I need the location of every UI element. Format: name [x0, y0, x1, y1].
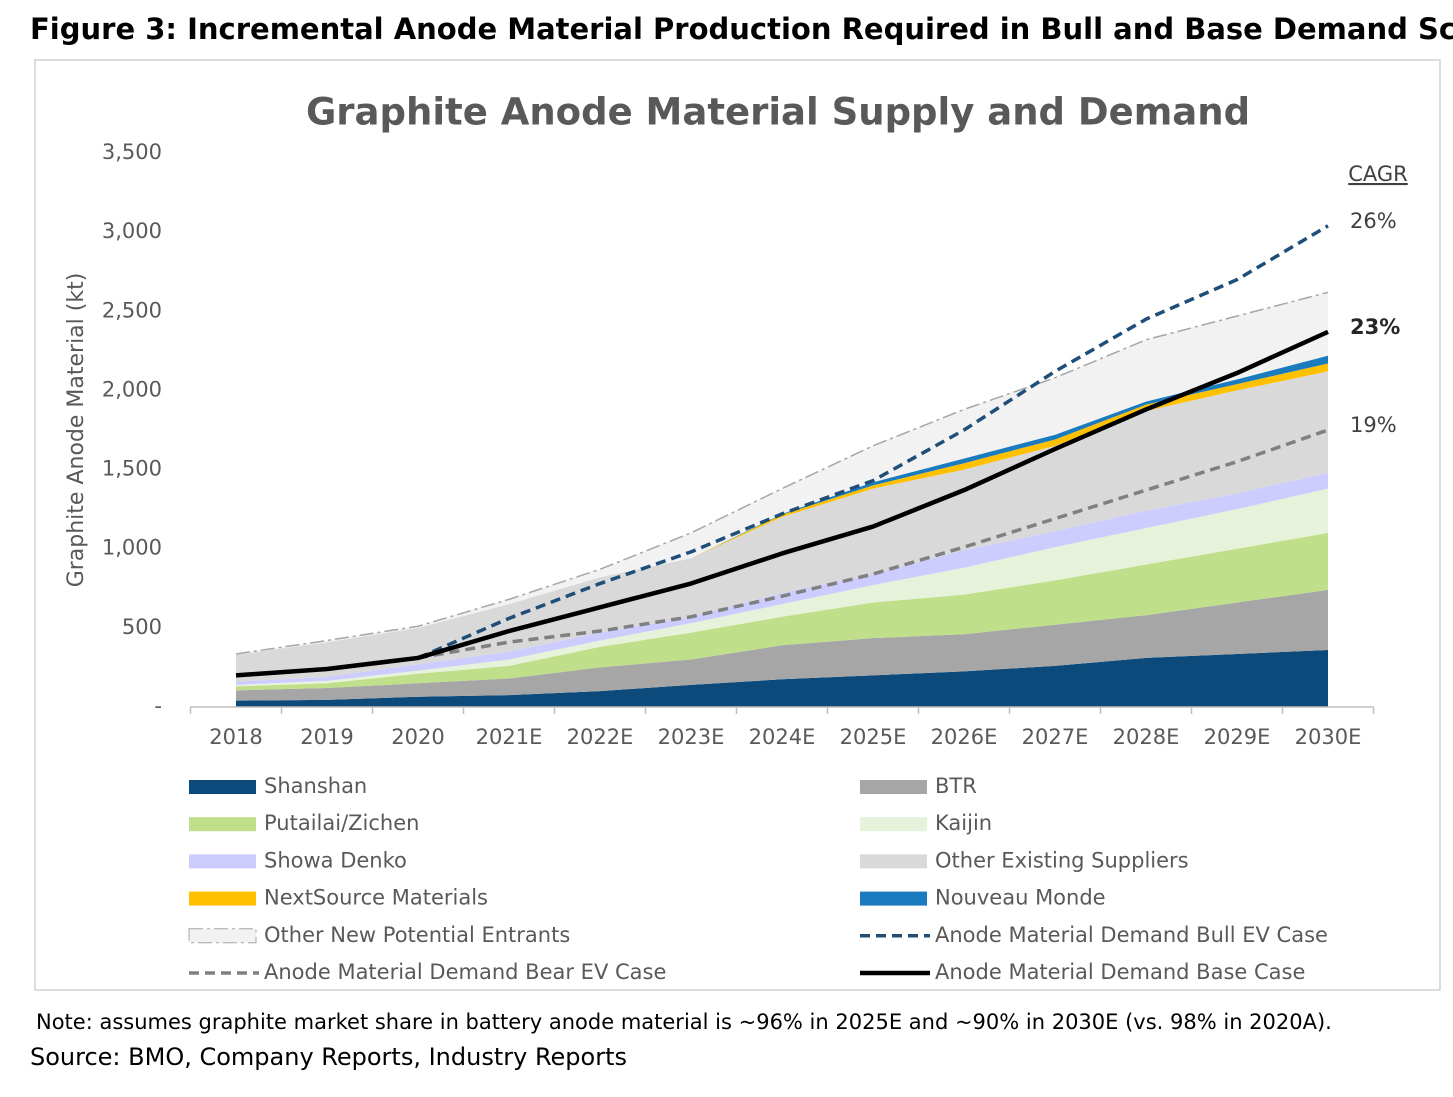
x-tick-label: 2030E [1295, 725, 1362, 749]
area-edge [235, 291, 1329, 655]
x-tick-label: 2026E [931, 725, 998, 749]
x-tick-label: 2024E [749, 725, 816, 749]
figure-title: Figure 3: Incremental Anode Material Pro… [30, 12, 1453, 46]
legend-swatch [188, 928, 257, 944]
note: Note: assumes graphite market share in b… [36, 1010, 1332, 1034]
demand-line [417, 224, 1329, 660]
legend-label: BTR [935, 774, 977, 798]
x-tick-label: 2022E [567, 725, 634, 749]
legend-swatch [189, 891, 256, 906]
y-tick-label: 2,000 [102, 377, 162, 401]
legend-swatch [860, 854, 927, 869]
y-tick-label: 1,000 [102, 536, 162, 560]
area [236, 650, 1328, 707]
cagr-header: CAGR [1348, 162, 1408, 186]
y-tick-label: 2,500 [102, 298, 162, 322]
legend-label: Other Existing Suppliers [935, 848, 1189, 872]
area [236, 292, 1328, 655]
legend-label: Anode Material Demand Bear EV Case [264, 960, 666, 984]
x-tick-label: 2028E [1113, 725, 1180, 749]
area [236, 363, 1328, 655]
source: Source: BMO, Company Reports, Industry R… [30, 1043, 627, 1071]
cagr-label: 23% [1350, 315, 1400, 339]
y-tick-label: 500 [122, 615, 162, 639]
x-tick-label: 2021E [476, 725, 543, 749]
x-tick-label: 2023E [658, 725, 725, 749]
area [236, 355, 1328, 655]
legend-swatch [189, 780, 256, 794]
y-tick-label: - [154, 694, 162, 718]
x-tick-label: 2020 [391, 725, 444, 749]
cagr-label: 19% [1350, 413, 1397, 437]
legend-label: Putailai/Zichen [264, 811, 419, 835]
legend-swatch [189, 854, 256, 869]
legend-label: NextSource Materials [264, 886, 488, 910]
legend-swatch [860, 817, 927, 832]
demand-line [235, 329, 1329, 678]
y-tick-label: 3,500 [102, 140, 162, 164]
y-tick-label: 1,500 [102, 457, 162, 481]
x-tick-label: 2019 [300, 725, 353, 749]
legend-swatch [189, 817, 256, 832]
legend-swatch [860, 891, 927, 906]
x-tick-label: 2029E [1204, 725, 1271, 749]
legend-label: Kaijin [935, 811, 992, 835]
x-tick-label: 2027E [1022, 725, 1089, 749]
legend-label: Anode Material Demand Bull EV Case [935, 923, 1328, 947]
y-tick-label: 3,000 [102, 219, 162, 243]
legend-label: Other New Potential Entrants [264, 923, 570, 947]
y-axis-label: Graphite Anode Material (kt) [64, 273, 89, 588]
legend-label: Shanshan [264, 774, 367, 798]
legend-label: Anode Material Demand Base Case [935, 960, 1305, 984]
x-tick-label: 2018 [209, 725, 262, 749]
cagr-label: 26% [1350, 209, 1397, 233]
chart-title: Graphite Anode Material Supply and Deman… [306, 91, 1250, 134]
legend-swatch [860, 780, 927, 794]
demand-line [417, 428, 1329, 660]
legend-label: Nouveau Monde [935, 886, 1106, 910]
area [236, 532, 1328, 691]
legend-label: Showa Denko [264, 848, 407, 872]
x-tick-label: 2025E [840, 725, 907, 749]
